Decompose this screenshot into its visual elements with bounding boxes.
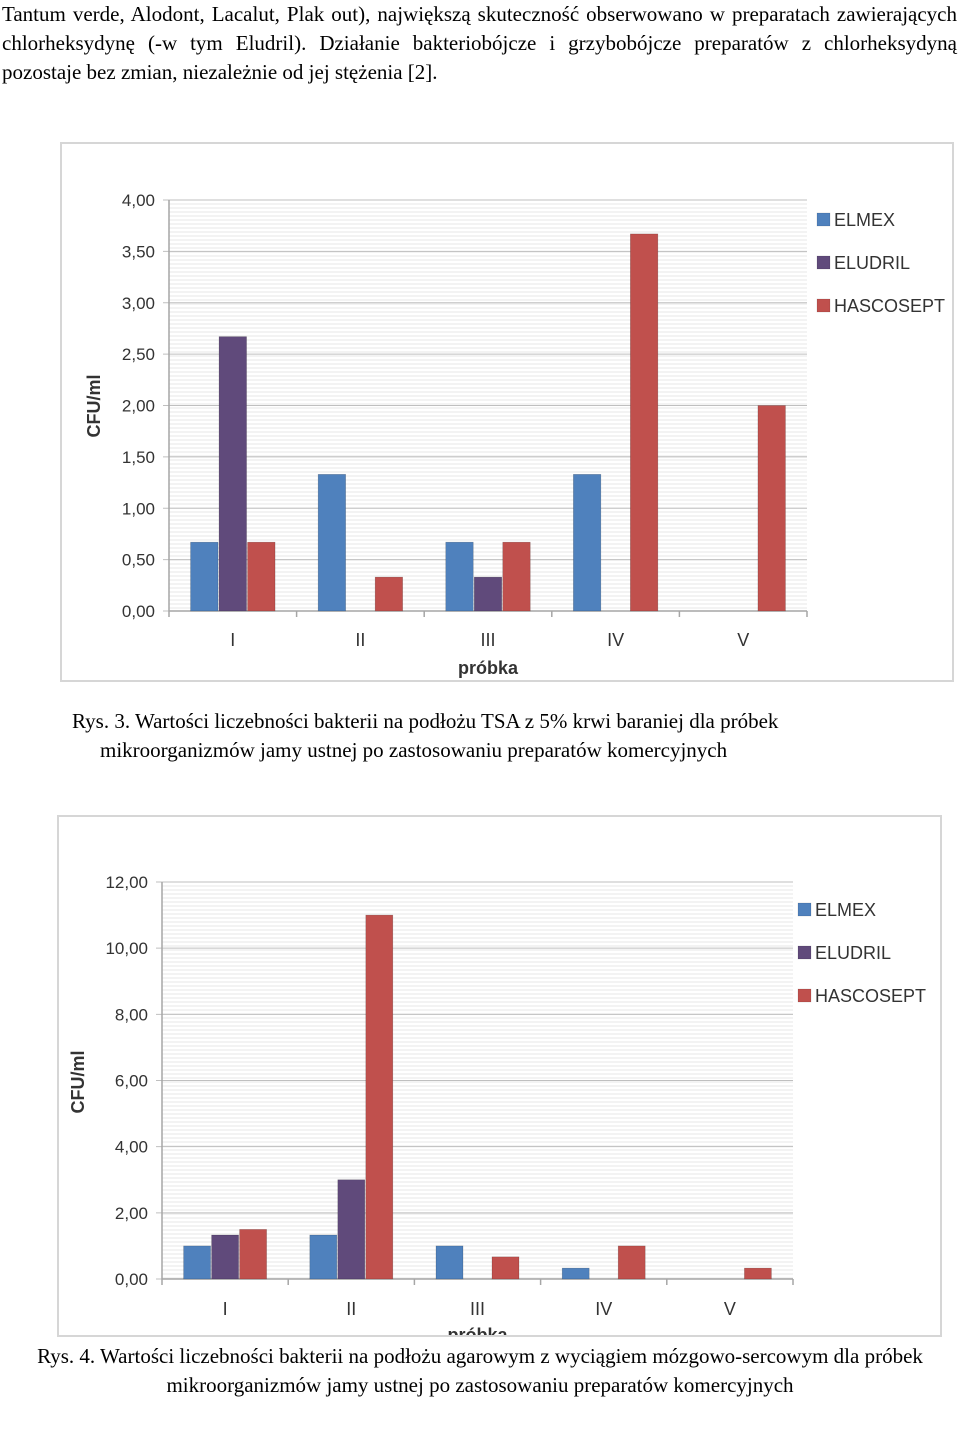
chart1-bar-elmex-iv	[573, 474, 602, 612]
chart1-legend-swatch-eludril	[816, 255, 831, 270]
chart2-y-tick-label: 8,00	[115, 1005, 148, 1024]
chart1-y-tick-label: 4,00	[122, 191, 155, 210]
chart1-x-tick-label: IV	[607, 630, 624, 650]
chart1-legend-label-hascosept: HASCOSEPT	[834, 296, 945, 316]
chart1-legend-label-eludril: ELUDRIL	[834, 253, 910, 273]
chart1-bar-hascosept-i	[247, 541, 276, 612]
chart1-bar-elmex-ii	[317, 474, 346, 612]
chart1-y-tick-label: 2,50	[122, 345, 155, 364]
chart2-bar-elmex-ii	[309, 1234, 338, 1280]
chart1-y-tick-label: 2,00	[122, 397, 155, 416]
chart2-legend-swatch-hascosept	[797, 988, 812, 1003]
chart1-y-tick-label: 0,00	[122, 602, 155, 621]
intro-paragraph: Tantum verde, Alodont, Lacalut, Plak out…	[2, 2, 957, 84]
figure-4-caption: Rys. 4. Wartości liczebności bakterii na…	[37, 1344, 923, 1397]
chart1-bar-hascosept-iii	[502, 541, 531, 612]
chart2-y-axis-title: CFU/ml	[68, 1051, 88, 1114]
chart1-bar-elmex-i	[190, 541, 219, 612]
figure-3-caption-line-2: mikroorganizmów jamy ustnej po zastosowa…	[100, 738, 728, 762]
chart2-x-axis-title: próbka	[447, 1325, 508, 1335]
chart2-bar-hascosept-v	[744, 1267, 772, 1280]
chart2-bar-eludril-ii	[337, 1179, 366, 1280]
chart2-legend-swatch-elmex	[797, 902, 812, 917]
chart1-y-tick-label: 0,50	[122, 551, 155, 570]
chart2-legend-label-eludril: ELUDRIL	[815, 943, 891, 963]
chart2-x-tick-label: I	[223, 1299, 228, 1319]
chart2-bar-hascosept-ii	[365, 914, 394, 1280]
chart1-bar-hascosept-ii	[374, 576, 403, 612]
chart2-legend-swatch-eludril	[797, 945, 812, 960]
chart2-y-tick-label: 6,00	[115, 1072, 148, 1091]
chart2-legend-label-elmex: ELMEX	[815, 900, 876, 920]
chart1-legend-swatch-hascosept	[816, 298, 831, 313]
chart1-bar-eludril-iii	[473, 576, 503, 612]
chart1-y-axis-title: CFU/ml	[84, 375, 104, 438]
chart1-x-tick-label: III	[480, 630, 495, 650]
chart1-bar-elmex-iii	[445, 541, 474, 612]
chart2-bar-elmex-i	[183, 1245, 211, 1280]
chart1-bar-hascosept-v	[757, 405, 786, 612]
chart2-y-tick-label: 2,00	[115, 1204, 148, 1223]
chart2-x-tick-label: III	[470, 1299, 485, 1319]
chart-1: 0,000,501,001,502,002,503,003,504,00I II I…	[84, 191, 945, 678]
chart1-legend-swatch-elmex	[816, 212, 831, 227]
chart1-x-tick-label: II	[355, 630, 365, 650]
chart1-y-tick-label: 3,50	[122, 242, 155, 261]
chart1-bar-hascosept-iv	[630, 233, 659, 612]
chart2-y-tick-label: 0,00	[115, 1270, 148, 1289]
chart2-bar-hascosept-iii	[491, 1256, 520, 1280]
chart2-x-tick-label: II	[346, 1299, 356, 1319]
chart1-legend-label-elmex: ELMEX	[834, 210, 895, 230]
figure-3-caption-line-1: Rys. 3. Wartości liczebności bakterii na…	[72, 709, 779, 733]
chart2-legend-label-hascosept: HASCOSEPT	[815, 986, 926, 1006]
chart1-y-tick-label: 1,00	[122, 499, 155, 518]
chart1-bar-eludril-i	[218, 336, 247, 612]
chart2-x-tick-label: IV	[595, 1299, 612, 1319]
chart1-y-tick-label: 3,00	[122, 294, 155, 313]
chart1-x-tick-label: V	[737, 630, 749, 650]
figure-3-caption: Rys. 3. Wartości liczebności bakterii na…	[72, 707, 942, 765]
chart2-y-tick-label: 10,00	[105, 939, 148, 958]
chart2-bar-eludril-i	[211, 1234, 239, 1280]
chart2-x-tick-label: V	[724, 1299, 736, 1319]
chart1-x-axis-title: próbka	[458, 658, 519, 678]
chart1-x-tick-label: I	[230, 630, 235, 650]
chart2-bar-hascosept-i	[239, 1229, 267, 1280]
chart2-bar-elmex-iii	[435, 1245, 464, 1280]
chart-1-frame: 0,00 0,50 1,00 1,50 2,00 2,50 3,00 3,50 4,00 I II I…	[60, 142, 954, 682]
chart2-y-tick-label: 4,00	[115, 1138, 148, 1157]
chart2-y-tick-label: 12,00	[105, 873, 148, 892]
chart2-bar-hascosept-iv	[617, 1245, 646, 1280]
chart2-bar-elmex-iv	[561, 1267, 590, 1280]
chart1-y-tick-label: 1,50	[122, 448, 155, 467]
